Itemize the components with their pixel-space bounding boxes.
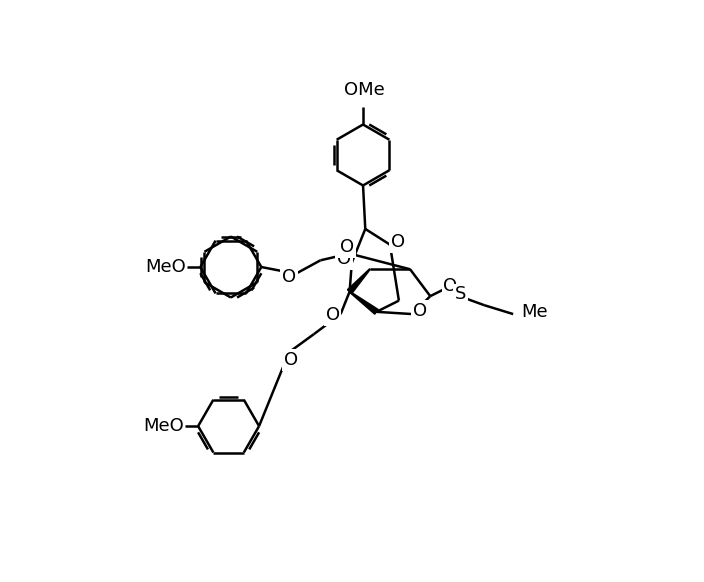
Text: O: O xyxy=(325,306,339,324)
Text: MeO: MeO xyxy=(145,258,186,276)
Text: O: O xyxy=(337,250,351,268)
Text: S: S xyxy=(455,285,466,303)
Text: O: O xyxy=(413,302,427,320)
Text: OMe: OMe xyxy=(344,81,384,100)
Polygon shape xyxy=(348,269,370,293)
Text: Me: Me xyxy=(521,303,548,321)
Text: O: O xyxy=(340,238,354,256)
Text: O: O xyxy=(444,277,458,295)
Text: O: O xyxy=(282,268,296,286)
Text: MeO: MeO xyxy=(143,417,184,435)
Polygon shape xyxy=(349,292,378,314)
Text: O: O xyxy=(284,351,298,369)
Text: O: O xyxy=(391,233,405,251)
